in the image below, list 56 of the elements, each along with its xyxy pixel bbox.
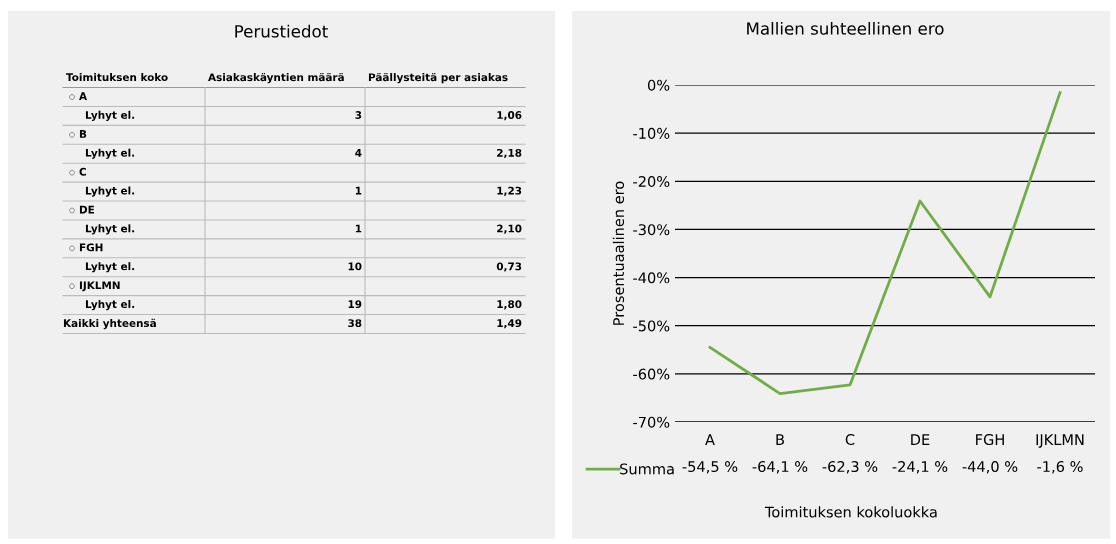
category-label: IJKLMN — [79, 281, 120, 292]
y-tick-label: -30% — [633, 224, 670, 236]
category-label: A — [79, 92, 88, 100]
line-series — [708, 91, 1062, 395]
category-label: Lyhyt el. — [85, 186, 135, 197]
text: 1 — [355, 186, 362, 195]
data-label: -62,3 % — [822, 461, 878, 474]
category-label: Päällysteitä per asiakas — [368, 72, 508, 84]
category-label: Lyhyt el. — [85, 262, 135, 273]
text: 1,49 — [497, 319, 522, 329]
x-tick-label: B — [776, 434, 784, 445]
legend-label: Summa — [620, 463, 674, 475]
x-tick-label: A — [705, 434, 715, 445]
y-tick-label: -40% — [633, 272, 670, 284]
category-label: Asiakaskäyntien määrä — [208, 72, 344, 84]
category-label: Lyhyt el. — [85, 148, 135, 159]
text: 1,06 — [497, 111, 522, 121]
text: 1,23 — [497, 186, 522, 196]
category-label: DE — [79, 205, 94, 214]
text: 3 — [355, 111, 362, 119]
y-tick-label: -70% — [633, 416, 670, 428]
x-tick-label: C — [845, 434, 855, 446]
y-tick-label: -10% — [633, 127, 670, 139]
x-tick-label: DE — [911, 434, 930, 445]
category-label: Lyhyt el. — [85, 110, 135, 121]
text: 1,80 — [497, 300, 522, 310]
y-tick-label: 0% — [647, 79, 670, 91]
data-label: -44,0 % — [962, 461, 1018, 474]
y-tick-label: -60% — [633, 368, 670, 380]
category-label: FGH — [79, 243, 103, 252]
text: 2,18 — [497, 148, 522, 159]
x-tick-label: FGH — [976, 434, 1004, 446]
x-axis-title: Toimituksen kokoluokka — [764, 506, 937, 518]
text: Toimituksen koko — [66, 73, 168, 82]
y-tick-label: -20% — [633, 176, 670, 188]
x-tick-label: IJKLMN — [1036, 434, 1084, 448]
y-axis-title: Prosentuaalinen ero — [612, 181, 625, 325]
text: 0,73 — [496, 262, 522, 272]
data-label: -24,1 % — [892, 461, 948, 474]
text: 2,10 — [497, 224, 522, 234]
category-label: B — [79, 130, 87, 138]
text: 19 — [348, 300, 362, 309]
text: 4 — [355, 149, 362, 157]
text: 38 — [348, 319, 362, 328]
data-label: -54,5 % — [682, 461, 738, 474]
text: 10 — [348, 262, 362, 271]
data-label: -1,6 % — [1037, 461, 1083, 474]
chart-title: Mallien suhteellinen ero — [747, 21, 944, 35]
category-label: Kaikki yhteensä — [63, 318, 156, 330]
category-label: Lyhyt el. — [85, 300, 135, 311]
category-label: Lyhyt el. — [85, 224, 135, 235]
text: Perustiedot — [235, 24, 328, 38]
text: 1 — [355, 224, 362, 233]
data-label: -64,1 % — [752, 461, 808, 474]
category-label: C — [79, 167, 86, 176]
y-tick-label: -50% — [633, 320, 670, 332]
